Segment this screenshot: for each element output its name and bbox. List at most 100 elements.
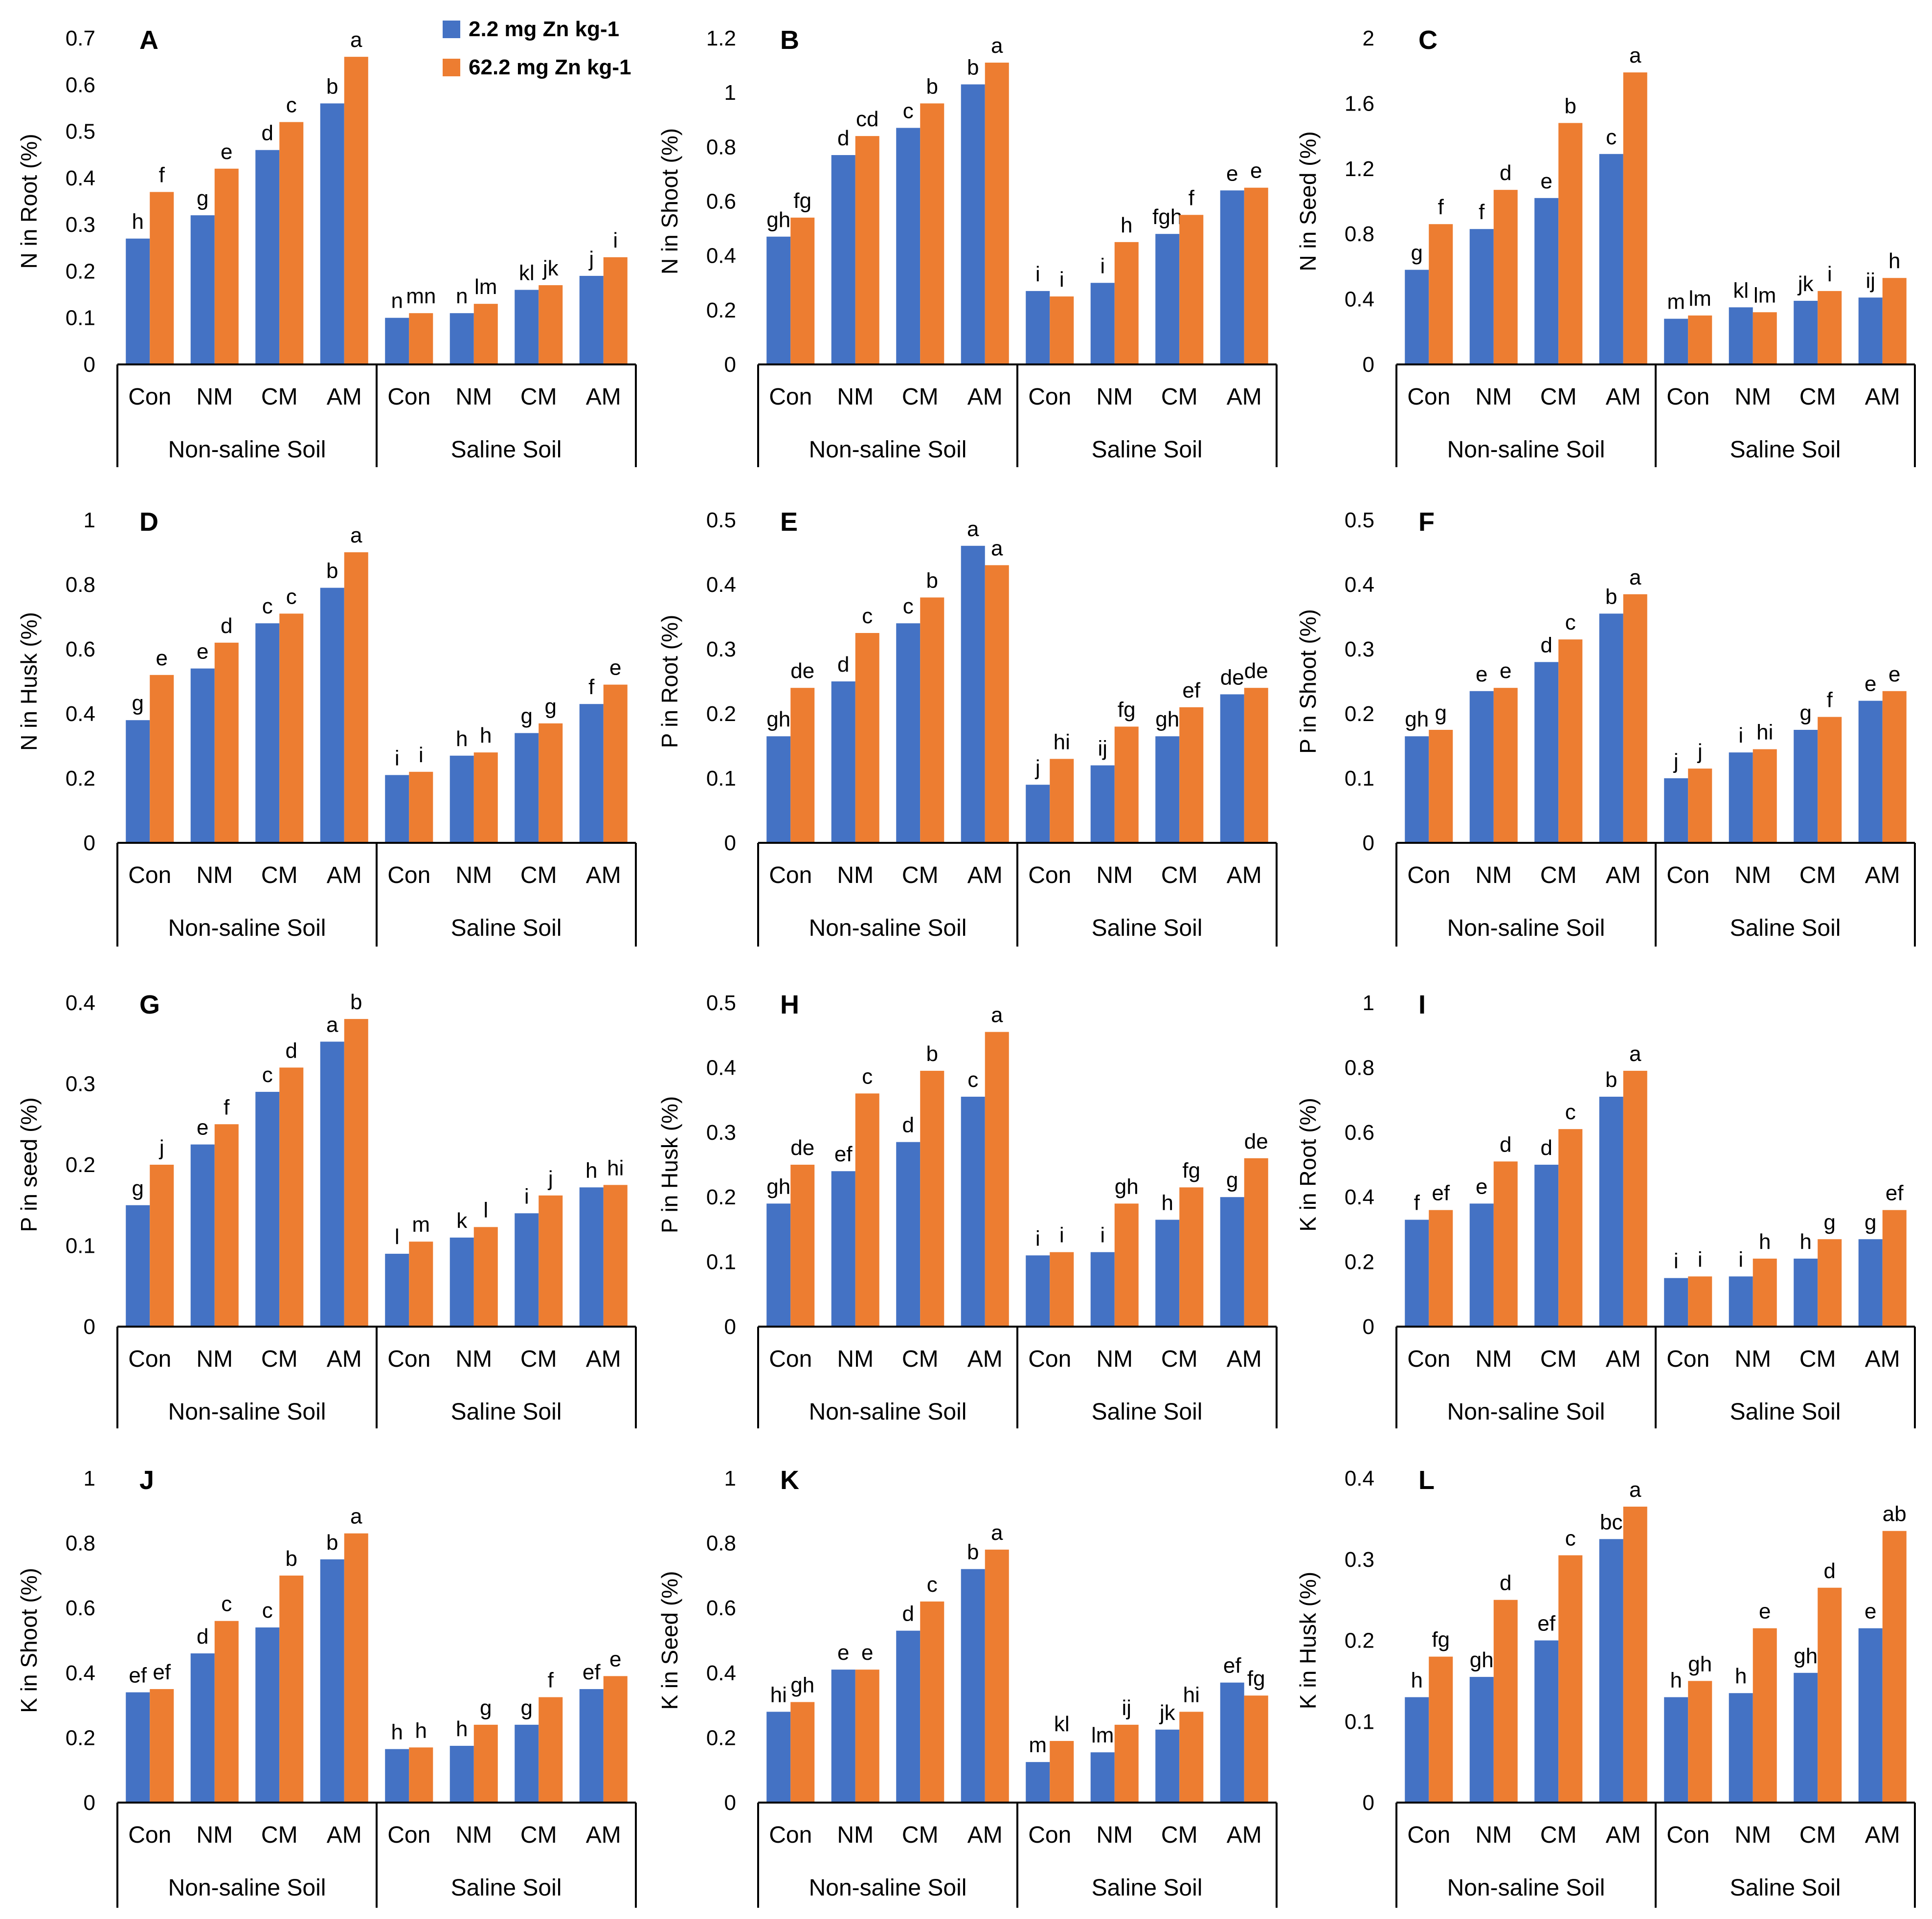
significance-letter: g [1824, 1210, 1836, 1234]
significance-letter: l [395, 1225, 400, 1249]
bar-low-zn [126, 1205, 150, 1327]
bar-high-zn [1558, 123, 1583, 365]
significance-letter: h [456, 727, 468, 751]
bar-low-zn [1090, 1752, 1115, 1803]
y-tick-label: 0.5 [706, 991, 736, 1015]
significance-letter: e [1888, 662, 1900, 686]
panel-g: 00.10.20.30.4P in seed (%)GgjConefNMcdCM… [16, 990, 637, 1428]
bar-high-zn [1818, 1239, 1842, 1327]
significance-letter: g [1435, 701, 1447, 725]
bar-low-zn [515, 733, 539, 843]
significance-letter: bc [1600, 1510, 1622, 1534]
y-tick-label: 0.4 [66, 991, 95, 1015]
bar-high-zn [920, 597, 944, 843]
bar-high-zn [1179, 707, 1204, 843]
significance-letter: a [350, 1505, 362, 1529]
y-tick-label: 0.1 [66, 1234, 95, 1258]
bar-low-zn [961, 545, 985, 843]
soil-group-label: Saline Soil [1730, 1875, 1841, 1901]
bar-low-zn [831, 1171, 855, 1327]
bar-high-zn [279, 122, 304, 364]
category-label: NM [837, 1822, 874, 1848]
bar-low-zn [579, 1187, 604, 1327]
y-axis-title: N in Root (%) [16, 134, 42, 269]
category-label: CM [1540, 384, 1577, 410]
significance-letter: de [1220, 665, 1244, 689]
bar-high-zn [473, 1227, 498, 1327]
category-label: NM [455, 1822, 492, 1848]
significance-letter: h [1799, 1230, 1811, 1254]
bar-low-zn [579, 704, 604, 843]
significance-letter: fg [1182, 1158, 1200, 1182]
significance-letter: d [837, 653, 849, 677]
category-label: Con [769, 1346, 812, 1372]
significance-letter: j [158, 1136, 164, 1160]
significance-letter: a [991, 34, 1003, 58]
significance-letter: g [1865, 1210, 1876, 1234]
significance-letter: ef [1432, 1181, 1450, 1205]
category-label: AM [327, 1822, 362, 1848]
significance-letter: f [1827, 688, 1833, 712]
bar-high-zn [1818, 291, 1842, 364]
category-label: CM [1540, 1346, 1577, 1372]
y-tick-label: 0.2 [1345, 702, 1374, 726]
y-tick-label: 0.3 [66, 1072, 95, 1096]
bar-high-zn [1752, 1258, 1777, 1327]
bar-low-zn [320, 1041, 344, 1327]
bar-high-zn [344, 552, 368, 843]
bar-low-zn [1155, 736, 1180, 843]
significance-letter: e [837, 1641, 849, 1665]
bar-low-zn [255, 150, 280, 364]
significance-letter: f [224, 1095, 230, 1119]
panel-a: 0 0.1 0.2 0.3 0.4 0.5 0.6 0.7 N in Root (%) Ahf Co… [16, 25, 637, 467]
category-label: CM [261, 862, 298, 888]
y-tick-label: 0.4 [706, 1056, 736, 1080]
significance-letter: kl [1054, 1712, 1070, 1736]
panel-j: 00.20.40.60.81K in Shoot (%)Jef efCondcNM… [16, 1466, 637, 1908]
significance-letter: d [1500, 1571, 1511, 1595]
category-label: NM [196, 862, 233, 888]
bar-low-zn [190, 1144, 215, 1327]
y-tick-label: 0.4 [706, 1661, 736, 1685]
significance-letter: d [1500, 161, 1511, 185]
significance-letter: ef [129, 1664, 147, 1688]
significance-letter: lm [474, 275, 497, 299]
bar-high-zn [603, 257, 628, 364]
significance-letter: j [1673, 749, 1679, 773]
significance-letter: h [480, 723, 492, 747]
significance-letter: i [1738, 1247, 1743, 1271]
bar-low-zn [1599, 1539, 1623, 1803]
bar-low-zn [1664, 1697, 1688, 1803]
category-label: Con [1028, 1822, 1071, 1848]
panel-letter: J [139, 1466, 154, 1495]
bar-high-zn [344, 1533, 368, 1803]
significance-letter: j [588, 247, 594, 271]
significance-letter: d [1540, 1136, 1552, 1160]
significance-letter: ij [1098, 737, 1107, 761]
significance-letter: h [1888, 249, 1900, 273]
significance-letter: f [1479, 200, 1485, 224]
panel-letter: K [780, 1466, 799, 1495]
category-label: CM [902, 384, 939, 410]
significance-letter: kl [519, 261, 535, 285]
y-tick-label: 0 [1363, 1315, 1374, 1339]
soil-group-label: Non-saline Soil [168, 437, 326, 463]
y-tick-label: 0.7 [66, 26, 95, 50]
y-tick-label: 0 [84, 1315, 95, 1339]
significance-letter: hi [770, 1683, 787, 1707]
soil-group-label: Saline Soil [1730, 915, 1841, 941]
soil-group-label: Non-saline Soil [809, 1875, 967, 1901]
category-label: CM [261, 384, 298, 410]
category-label: NM [1734, 384, 1771, 410]
significance-letter: f [1438, 195, 1444, 219]
category-label: AM [586, 862, 621, 888]
category-label: Con [387, 1822, 430, 1848]
bar-low-zn [1858, 1628, 1883, 1803]
bar-low-zn [320, 1559, 344, 1803]
significance-letter: de [790, 1136, 814, 1160]
significance-letter: gh [766, 1174, 790, 1198]
y-axis-title: N in Seed (%) [1295, 131, 1321, 271]
panel-letter: I [1418, 990, 1426, 1019]
category-label: NM [1475, 1822, 1512, 1848]
